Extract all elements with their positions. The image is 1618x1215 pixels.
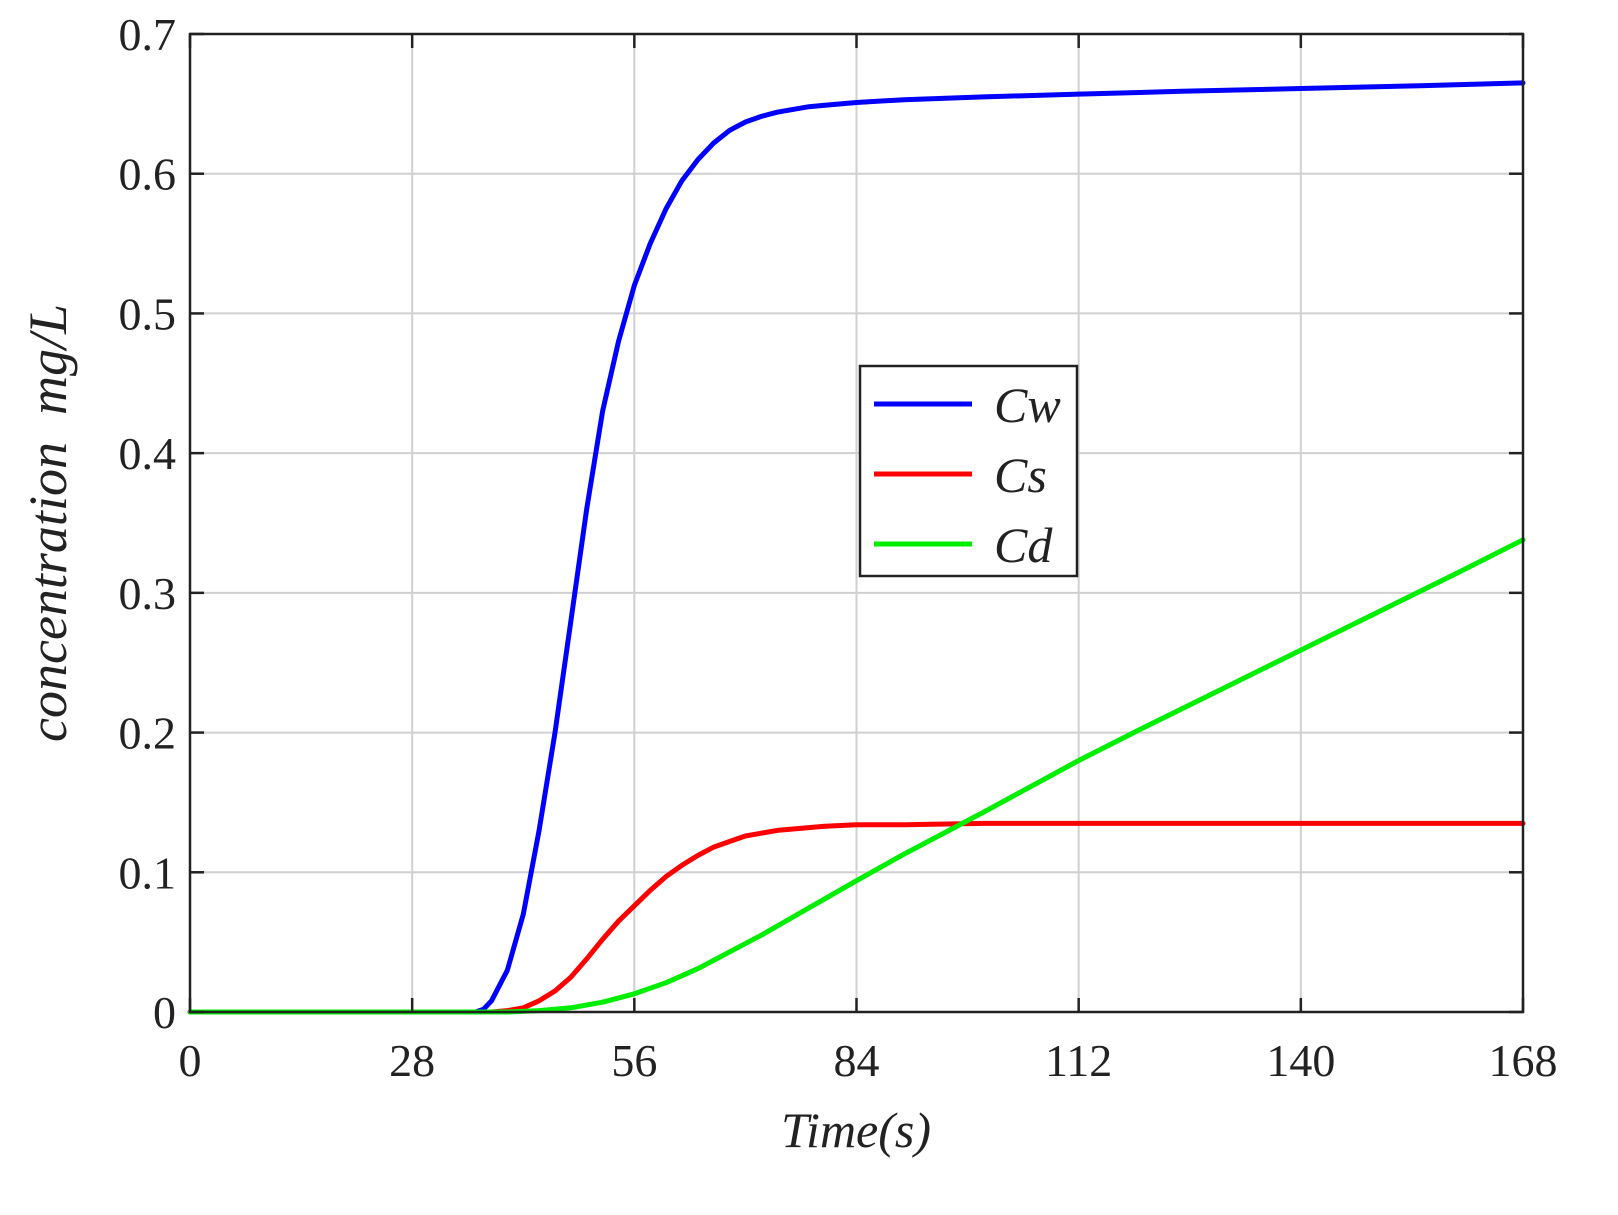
legend-label-cs: Cs [994,447,1047,503]
y-tick-label: 0.3 [119,568,177,619]
y-tick-label: 0.2 [119,708,177,759]
y-tick-label: 0.1 [119,847,177,898]
x-tick-label: 28 [389,1035,435,1086]
axis-ticks [188,32,1525,1014]
series-line-cw [187,80,1526,1015]
series-line-cs [187,820,1526,1015]
legend-label-cd: Cd [994,517,1053,573]
axis-tick-labels: 0 28 56 84 112 140 168 0 0.1 0.2 0.3 0.4 0.5 0.6 0.7 [119,9,1558,1086]
x-tick-label: 112 [1045,1035,1112,1086]
x-axis-title: Time(s) [781,1102,931,1158]
legend-label-cw: Cw [994,377,1061,433]
legend: Cw Cs Cd [858,364,1079,578]
x-tick-label: 56 [611,1035,657,1086]
y-tick-label: 0.6 [119,149,177,200]
series-lines [187,80,1526,1015]
y-tick-label: 0 [153,987,176,1038]
y-tick-label: 0.5 [119,288,177,339]
x-tick-label: 84 [834,1035,880,1086]
legend-box [858,364,1079,578]
x-tick-label: 168 [1489,1035,1558,1086]
legend-items: Cw Cs Cd [874,377,1061,573]
series-line-cd [187,537,1526,1015]
y-axis-title: concentration mg/L [18,304,78,742]
x-tick-label: 140 [1266,1035,1335,1086]
x-tick-label: 0 [179,1035,202,1086]
grid-lines [190,34,1523,1012]
y-tick-label: 0.7 [119,9,177,60]
y-tick-label: 0.4 [119,428,177,479]
